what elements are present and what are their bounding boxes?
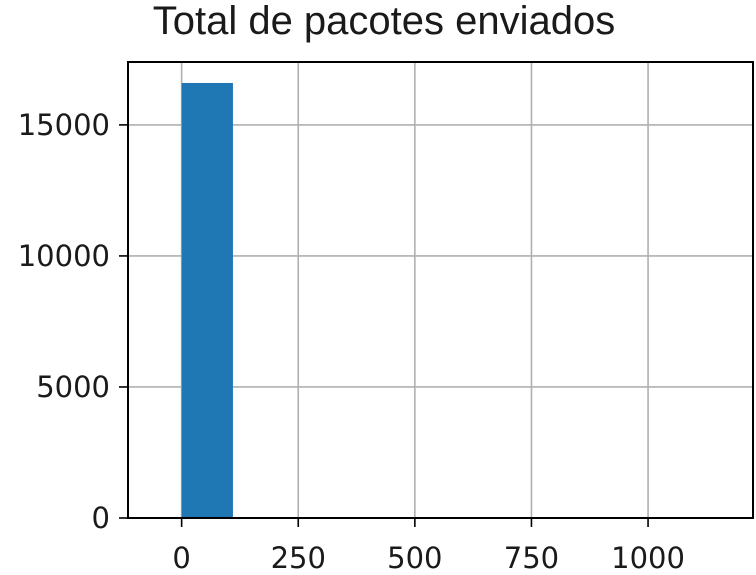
y-tick-label: 10000 — [18, 239, 110, 273]
x-tick-label: 0 — [172, 541, 190, 571]
x-tick-label: 1000 — [611, 541, 685, 571]
x-tick-label: 750 — [504, 541, 559, 571]
x-tick-label: 500 — [387, 541, 442, 571]
axis-ticks — [119, 124, 649, 527]
histogram-bar — [181, 82, 233, 518]
y-tick-label: 0 — [92, 501, 110, 535]
y-tick-label: 5000 — [36, 370, 110, 404]
bars — [181, 82, 233, 518]
y-tick-label: 15000 — [18, 108, 110, 142]
plot-frame — [127, 61, 754, 519]
chart-title: Total de pacotes enviados — [153, 0, 616, 43]
x-tick-label: 250 — [271, 541, 326, 571]
